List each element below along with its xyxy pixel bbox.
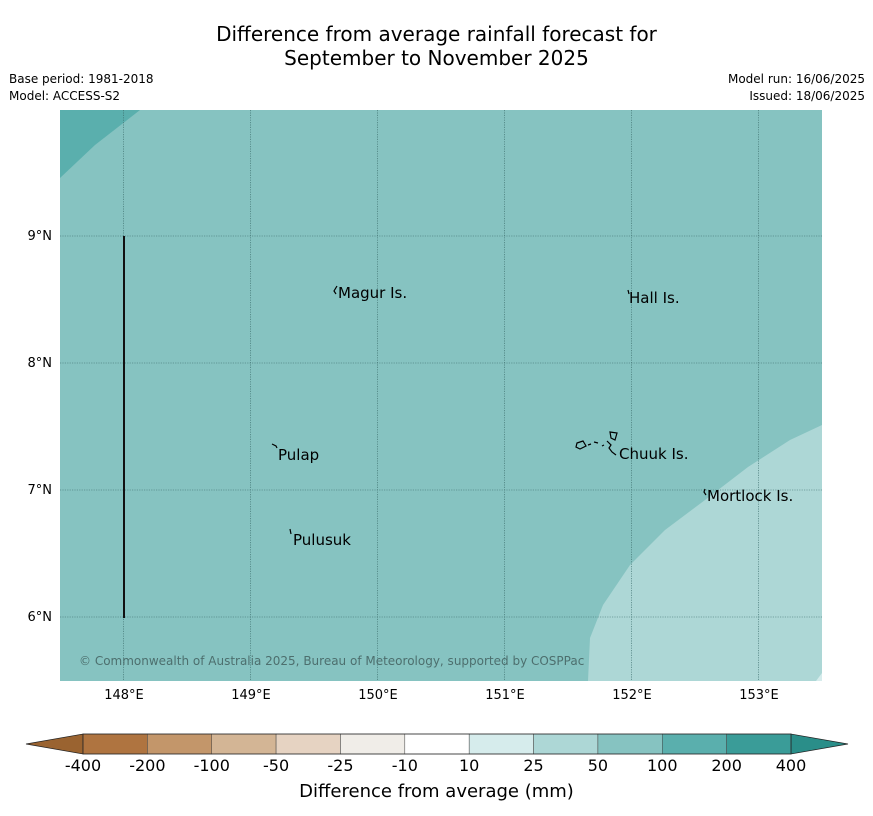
pulap-island-outline [271, 443, 278, 449]
colorbar [25, 733, 849, 755]
hall-island-outline [627, 289, 630, 295]
colorbar-segment-9 [662, 733, 727, 755]
colorbar-tick-label: 50 [587, 756, 609, 775]
lat-label-6: 6°N [27, 610, 53, 625]
lon-label-149: 149°E [231, 688, 271, 703]
magur-island-outline [333, 285, 338, 295]
colorbar-tick-label: 100 [646, 756, 678, 775]
meta-right: Model run: 16/06/2025 Issued: 18/06/2025 [728, 71, 865, 105]
base-period: Base period: 1981-2018 [9, 72, 154, 86]
model-name: Model: ACCESS-S2 [9, 89, 121, 103]
place-label-hall: Hall Is. [629, 289, 680, 307]
colorbar-segment-5 [404, 733, 470, 755]
model-run: Model run: 16/06/2025 [727, 72, 865, 86]
region-100-to-200 [60, 110, 140, 178]
place-label-pulusuk: Pulusuk [293, 531, 351, 549]
colorbar-under-arrow [25, 733, 84, 755]
colorbar-segment-3 [275, 733, 341, 755]
mortlock-island-outline [703, 488, 707, 496]
colorbar-segment-7 [533, 733, 599, 755]
issued-date: Issued: 18/06/2025 [749, 89, 865, 103]
place-label-pulap: Pulap [278, 446, 319, 464]
lat-label-7: 7°N [27, 483, 53, 498]
colorbar-title: Difference from average (mm) [299, 781, 574, 802]
map-panel: Magur Is. Hall Is. Pulap Chuuk Is. Mortl… [60, 110, 822, 681]
lon-label-150: 150°E [358, 688, 398, 703]
region-10-to-25 [816, 673, 822, 681]
colorbar-segment-2 [211, 733, 277, 755]
colorbar-segments [82, 733, 792, 755]
title-line-2: September to November 2025 [284, 46, 589, 70]
place-label-mortlock: Mortlock Is. [707, 487, 793, 505]
place-label-magur: Magur Is. [338, 284, 407, 302]
chuuk-lagoon-outline [575, 431, 618, 456]
title-line-1: Difference from average rainfall forecas… [216, 22, 657, 46]
meta-left: Base period: 1981-2018 Model: ACCESS-S2 [9, 71, 154, 105]
colorbar-tick-label: 400 [775, 756, 807, 775]
lon-label-151: 151°E [485, 688, 525, 703]
lat-label-8: 8°N [27, 356, 53, 371]
lat-label-9: 9°N [27, 229, 53, 244]
colorbar-segment-6 [468, 733, 534, 755]
copyright-notice: © Commonwealth of Australia 2025, Bureau… [79, 654, 584, 668]
lon-label-152: 152°E [612, 688, 652, 703]
colorbar-frame [82, 733, 792, 755]
colorbar-tick-label: -400 [64, 756, 102, 775]
place-labels: Magur Is. Hall Is. Pulap Chuuk Is. Mortl… [278, 284, 793, 549]
colorbar-segment-1 [147, 733, 212, 755]
colorbar-segment-4 [340, 733, 406, 755]
colorbar-tick-label: -200 [129, 756, 166, 775]
colorbar-segment-10 [726, 733, 792, 755]
colorbar-tick-label: -25 [327, 756, 354, 775]
colorbar-tick-label: -10 [391, 756, 418, 775]
lon-label-148: 148°E [104, 688, 144, 703]
colorbar-tick-label: 10 [458, 756, 480, 775]
colorbar-segment-8 [597, 733, 663, 755]
colorbar-tick-label: -100 [193, 756, 230, 775]
colorbar-tick-label: 200 [711, 756, 742, 775]
colorbar-tick-label: -50 [263, 756, 290, 775]
colorbar-over-arrow [790, 733, 849, 755]
lon-label-153: 153°E [739, 688, 779, 703]
pulusuk-island-outline [289, 528, 292, 535]
colorbar-segment-0 [82, 733, 148, 755]
colorbar-tick-label: 25 [523, 756, 544, 775]
map-title: Difference from average rainfall forecas… [0, 22, 873, 70]
place-label-chuuk: Chuuk Is. [619, 445, 688, 463]
island-outlines [271, 285, 707, 535]
